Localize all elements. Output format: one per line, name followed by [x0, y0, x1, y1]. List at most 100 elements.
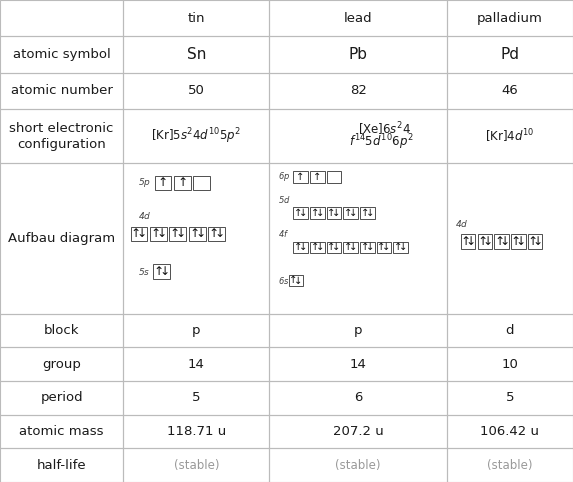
Bar	[269, 109, 447, 163]
Text: ↑: ↑	[528, 235, 537, 248]
Bar	[360, 207, 375, 219]
Text: Sn: Sn	[187, 47, 206, 62]
Text: [Xe]6$s^2$4: [Xe]6$s^2$4	[358, 121, 411, 138]
Bar	[123, 163, 269, 314]
Bar	[343, 241, 358, 253]
Text: d: d	[506, 324, 514, 337]
Text: ↑: ↑	[311, 242, 319, 253]
Text: 6: 6	[354, 391, 362, 404]
Text: 5$s$: 5$s$	[138, 266, 150, 277]
Text: ↑: ↑	[327, 242, 336, 253]
Bar	[310, 241, 324, 253]
Text: ↑: ↑	[344, 242, 352, 253]
Bar	[123, 347, 269, 381]
Text: block: block	[44, 324, 79, 337]
Bar	[447, 36, 573, 73]
Text: 4$d$: 4$d$	[138, 210, 151, 221]
Text: ↓: ↓	[195, 228, 205, 241]
Text: 106.42 u: 106.42 u	[481, 425, 539, 438]
Text: group: group	[42, 358, 81, 371]
Bar	[447, 381, 573, 415]
Bar	[0, 109, 123, 163]
Bar	[360, 241, 375, 253]
Bar	[293, 207, 308, 219]
Bar	[528, 234, 543, 249]
Text: ↓: ↓	[295, 276, 303, 285]
Text: 6$p$: 6$p$	[278, 170, 291, 183]
Text: p: p	[354, 324, 362, 337]
Text: 5: 5	[192, 391, 201, 404]
Text: atomic mass: atomic mass	[19, 425, 104, 438]
Text: $f^{14}$5$d^{10}$6$p^2$: $f^{14}$5$d^{10}$6$p^2$	[350, 133, 414, 152]
Bar	[477, 234, 492, 249]
Bar	[447, 109, 573, 163]
Bar	[269, 347, 447, 381]
Text: ↓: ↓	[332, 208, 341, 218]
Text: ↑: ↑	[178, 176, 187, 189]
Bar	[0, 415, 123, 448]
Bar	[394, 241, 408, 253]
Text: ↑: ↑	[360, 208, 369, 218]
Text: ↑: ↑	[150, 228, 160, 241]
Text: 14: 14	[350, 358, 367, 371]
Text: ↓: ↓	[332, 242, 341, 253]
Text: ↑: ↑	[378, 242, 386, 253]
Text: ↓: ↓	[366, 208, 374, 218]
Bar	[447, 73, 573, 109]
Text: ↓: ↓	[176, 228, 186, 241]
Bar	[155, 175, 171, 190]
Text: ↑: ↑	[511, 235, 521, 248]
Text: palladium: palladium	[477, 12, 543, 25]
Bar	[123, 0, 269, 36]
Text: ↑: ↑	[294, 208, 302, 218]
Text: 5$d$: 5$d$	[278, 194, 291, 205]
Text: ↓: ↓	[299, 208, 307, 218]
Text: ↓: ↓	[299, 242, 307, 253]
Text: ↑: ↑	[313, 172, 321, 182]
Bar	[447, 0, 573, 36]
Text: ↑: ↑	[360, 242, 369, 253]
Bar	[310, 171, 324, 183]
Bar	[293, 171, 308, 183]
Text: atomic number: atomic number	[11, 84, 112, 97]
Text: lead: lead	[344, 12, 372, 25]
Bar	[123, 381, 269, 415]
Text: ↑: ↑	[494, 235, 504, 248]
Bar	[377, 241, 391, 253]
Text: Aufbau diagram: Aufbau diagram	[8, 232, 115, 245]
Bar	[269, 448, 447, 482]
Text: (stable): (stable)	[487, 459, 533, 472]
Text: ↑: ↑	[296, 172, 305, 182]
Bar	[123, 109, 269, 163]
Bar	[269, 381, 447, 415]
Text: [Kr]5$s^2$4$d^{10}$5$p^2$: [Kr]5$s^2$4$d^{10}$5$p^2$	[151, 126, 241, 146]
Text: 14: 14	[188, 358, 205, 371]
Bar	[123, 448, 269, 482]
Bar	[511, 234, 525, 249]
Text: half-life: half-life	[37, 459, 87, 472]
Text: Pd: Pd	[500, 47, 520, 62]
Text: ↑: ↑	[131, 228, 141, 241]
Bar	[123, 415, 269, 448]
Bar	[123, 314, 269, 347]
Bar	[123, 73, 269, 109]
Bar	[189, 227, 206, 241]
Bar	[0, 381, 123, 415]
Text: 4$d$: 4$d$	[454, 218, 468, 229]
Text: ↑: ↑	[289, 276, 297, 285]
Text: ↓: ↓	[366, 242, 374, 253]
Text: 5$p$: 5$p$	[138, 176, 151, 189]
Bar	[269, 415, 447, 448]
Bar	[153, 264, 170, 279]
Bar	[170, 227, 186, 241]
Bar	[131, 227, 147, 241]
Text: ↑: ↑	[209, 228, 219, 241]
Bar	[0, 347, 123, 381]
Text: 118.71 u: 118.71 u	[167, 425, 226, 438]
Bar	[447, 347, 573, 381]
Bar	[0, 314, 123, 347]
Text: ↑: ↑	[344, 208, 352, 218]
Bar	[327, 241, 342, 253]
Text: ↓: ↓	[465, 235, 476, 248]
Text: ↓: ↓	[532, 235, 543, 248]
